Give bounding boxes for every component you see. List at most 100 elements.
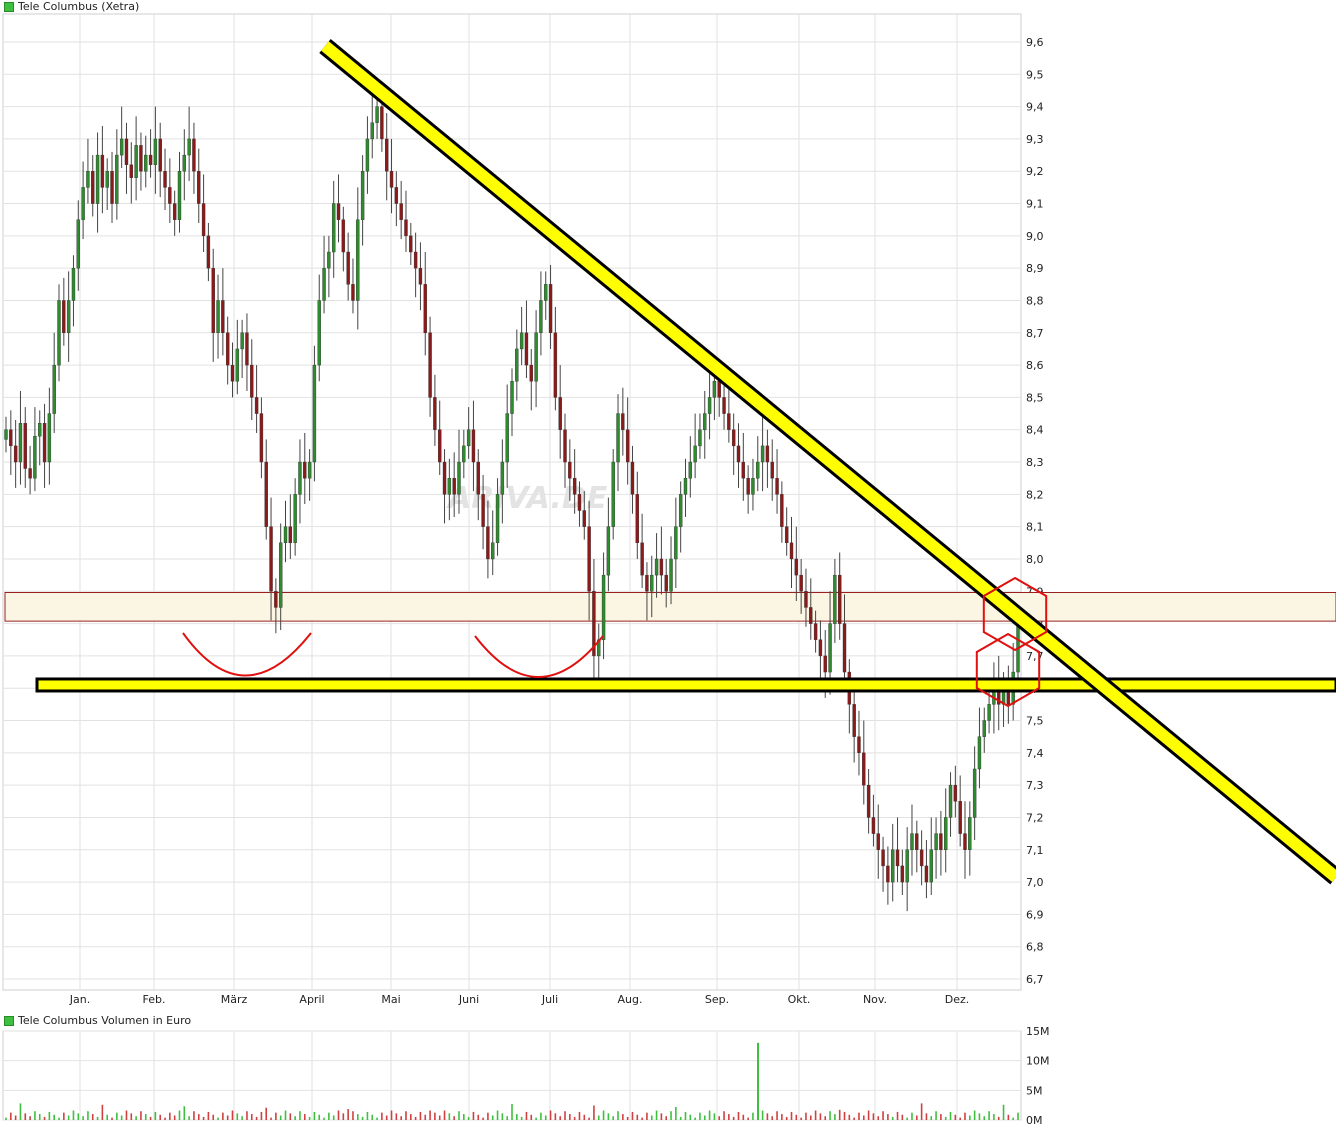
candle-body — [105, 171, 109, 188]
candle-body — [375, 106, 379, 123]
candle-body — [201, 203, 206, 237]
bottom-curve-2 — [474, 635, 604, 678]
y-tick-label: 7,4 — [1026, 747, 1044, 760]
candle-body — [360, 171, 365, 220]
candle-body — [312, 364, 317, 463]
candle-body — [413, 251, 418, 269]
candle-body — [534, 332, 538, 382]
candle-body — [756, 461, 760, 479]
candle-body — [953, 784, 958, 802]
candle-body — [833, 574, 837, 624]
x-tick-label: Dez. — [945, 993, 970, 1006]
candle-body — [674, 526, 678, 560]
candle-body — [288, 526, 293, 544]
y-tick-label: 9,6 — [1026, 36, 1044, 49]
candle-body — [886, 865, 890, 883]
candle-body — [298, 461, 302, 495]
candle-body — [900, 865, 905, 883]
x-tick-label: Juni — [458, 993, 479, 1006]
candle-body — [736, 445, 741, 463]
candle-body — [572, 477, 577, 495]
candle-body — [799, 574, 803, 592]
y-tick-label: 8,9 — [1026, 262, 1044, 275]
candle-body — [934, 833, 938, 850]
candle-body — [163, 171, 167, 188]
candle-body — [13, 445, 18, 463]
candle-body — [331, 203, 336, 253]
candle-body — [944, 817, 948, 850]
candle-body — [654, 558, 659, 576]
vol-tick-label: 15M — [1026, 1025, 1050, 1038]
candle-body — [250, 364, 254, 398]
candle-body — [972, 768, 977, 818]
candle-body — [857, 736, 861, 754]
candle-body — [235, 348, 240, 382]
candle-body — [240, 332, 244, 350]
candle-body — [148, 154, 153, 165]
candle-body — [336, 203, 341, 220]
candle-body — [712, 381, 717, 398]
candle-body — [510, 381, 514, 414]
candle-body — [698, 429, 702, 447]
y-tick-label: 9,2 — [1026, 165, 1044, 178]
candle-body — [230, 364, 235, 382]
candle-body — [693, 445, 697, 463]
candle-body — [524, 332, 529, 366]
x-tick-label: März — [221, 993, 248, 1006]
candle-body — [582, 510, 586, 527]
candle-body — [948, 784, 953, 818]
candle-body — [380, 106, 384, 140]
candle-body — [910, 833, 914, 850]
candle-body — [982, 720, 986, 737]
candle-body — [621, 413, 625, 430]
candle-body — [404, 219, 408, 237]
candle-body — [38, 423, 42, 437]
y-tick-label: 8,2 — [1026, 488, 1044, 501]
candle-body — [837, 574, 842, 624]
y-tick-label: 8,5 — [1026, 391, 1044, 404]
candle-body — [746, 477, 750, 495]
candle-body — [423, 284, 427, 333]
candle-body — [919, 849, 924, 867]
y-tick-label: 6,8 — [1026, 941, 1044, 954]
volume-title: Tele Columbus Volumen in Euro — [18, 1014, 192, 1027]
candle-body — [322, 267, 326, 301]
candle-body — [515, 348, 519, 382]
candle-body — [139, 145, 143, 172]
candle-body — [438, 429, 442, 463]
y-tick-label: 7,1 — [1026, 844, 1044, 857]
candle-body — [4, 429, 8, 440]
price-legend-swatch — [4, 1, 14, 12]
candle-body — [924, 865, 929, 883]
y-tick-label: 8,7 — [1026, 327, 1044, 340]
candle-body — [751, 477, 755, 495]
candle-body — [741, 461, 746, 479]
candle-body — [866, 784, 871, 818]
candle-body — [274, 591, 278, 608]
candle-body — [823, 655, 827, 673]
candle-body — [650, 574, 654, 592]
candle-body — [62, 300, 66, 333]
y-tick-label: 9,3 — [1026, 133, 1044, 146]
candle-body — [462, 445, 466, 463]
candle-body — [28, 468, 32, 479]
candle-body — [804, 591, 808, 608]
candle-body — [495, 494, 500, 544]
candle-body — [110, 171, 114, 204]
candle-body — [283, 526, 288, 544]
support-line — [35, 677, 1336, 693]
candle-body — [876, 833, 880, 850]
candle-body — [813, 623, 818, 640]
candle-body — [606, 526, 611, 576]
y-tick-label: 7,7 — [1026, 650, 1044, 663]
y-tick-label: 7,3 — [1026, 779, 1044, 792]
candle-body — [707, 397, 712, 414]
candle-body — [346, 251, 350, 285]
candle-body — [187, 138, 191, 156]
resistance-band — [4, 592, 1336, 622]
candle-body — [770, 461, 774, 479]
candle-body — [717, 381, 721, 398]
trend-line — [321, 41, 1336, 883]
candle-body — [9, 429, 13, 447]
candle-body — [659, 558, 664, 576]
